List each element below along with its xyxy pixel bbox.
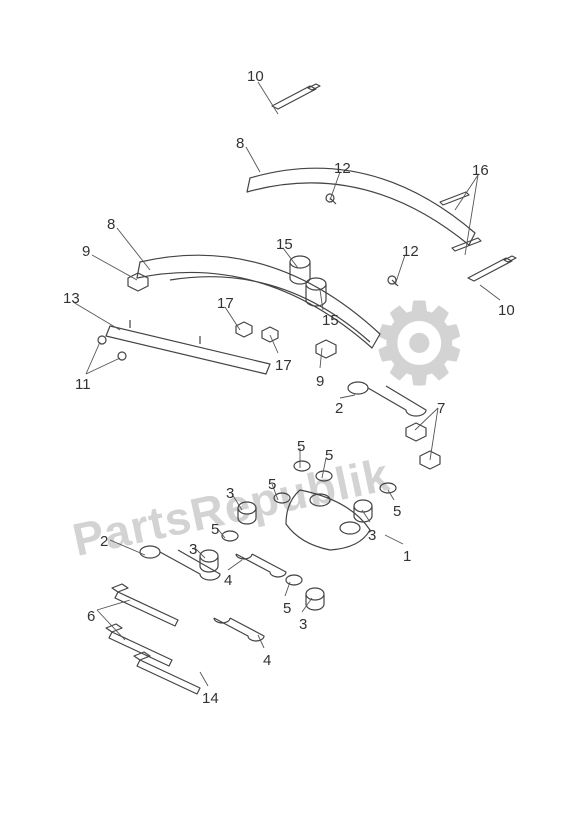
callout-16: 16 [472,162,489,179]
callout-11: 11 [75,376,91,393]
callout-10: 10 [247,68,264,85]
leader-line [302,598,312,612]
callout-9: 9 [82,243,90,260]
callout-5: 5 [325,447,333,464]
callout-5: 5 [211,521,219,538]
callout-2: 2 [335,400,343,417]
leader-line [92,255,137,280]
leader-line [110,540,145,555]
callout-9: 9 [316,373,324,390]
part-brace-8a [247,168,475,245]
leader-line [480,285,500,300]
leader-line [258,635,264,648]
leader-line [415,408,438,430]
part-nut-17b [262,327,278,342]
leader-line [86,342,100,374]
part-seal-5d [380,483,396,493]
leader-line [246,147,260,172]
part-bush-3d [306,588,324,610]
part-brace-8b [137,255,380,348]
leader-line [117,228,150,270]
leader-line [73,302,120,330]
part-nut-9b [316,340,336,358]
callout-12: 12 [334,160,351,177]
leader-line [97,610,125,640]
part-seal-5e [222,531,238,541]
callout-5: 5 [268,476,276,493]
part-spacer-15b [306,278,326,306]
part-droplink-1 [286,490,370,550]
callout-8: 8 [107,216,115,233]
callout-3: 3 [299,616,307,633]
callout-2: 2 [100,533,108,550]
leader-line [270,335,278,353]
part-seal-5b [316,471,332,481]
callout-4: 4 [263,652,271,669]
callout-4: 4 [224,572,232,589]
callout-1: 1 [403,548,411,565]
callout-15: 15 [276,236,293,253]
callout-3: 3 [189,541,197,558]
leader-line [385,535,403,544]
part-bush-3a [238,502,256,524]
callout-7: 7 [437,400,445,417]
part-spacer-15a [290,256,310,284]
parts-diagram [0,0,583,824]
leader-line [86,358,120,374]
callout-5: 5 [393,503,401,520]
callout-10: 10 [498,302,515,319]
callout-13: 13 [63,290,80,307]
part-seal-5f [286,575,302,585]
part-rail-13 [106,320,270,374]
part-link-2a [348,382,426,416]
part-bolt-10a [272,84,320,109]
part-bush-3c [200,550,218,572]
part-sleeve-4b [214,618,264,641]
leader-line [340,395,355,398]
leader-line [97,600,130,610]
leader-line [258,82,278,114]
callout-17: 17 [217,295,234,312]
part-seal-5a [294,461,310,471]
leader-line [320,348,322,368]
leader-line [285,582,290,596]
callout-5: 5 [283,600,291,617]
callout-8: 8 [236,135,244,152]
part-bolt-10b [468,256,516,281]
leader-line [228,560,242,570]
part-sleeve-4a [236,554,286,577]
part-link-2b [140,546,220,580]
callout-14: 14 [202,690,219,707]
leader-line [200,672,208,686]
part-nut-7a [406,423,426,441]
part-screw-16a [440,192,469,205]
callout-17: 17 [275,357,292,374]
callout-3: 3 [368,527,376,544]
leader-line [455,175,478,210]
diagram-stage: ⚙ PartsRepublik 108121689151213171510111… [0,0,583,824]
callout-6: 6 [87,608,95,625]
callout-15: 15 [322,312,339,329]
part-clip-12a [326,194,336,204]
callout-12: 12 [402,243,419,260]
part-nut-17a [236,322,252,337]
callout-5: 5 [297,438,305,455]
part-bolt-6a [112,584,178,626]
callout-3: 3 [226,485,234,502]
